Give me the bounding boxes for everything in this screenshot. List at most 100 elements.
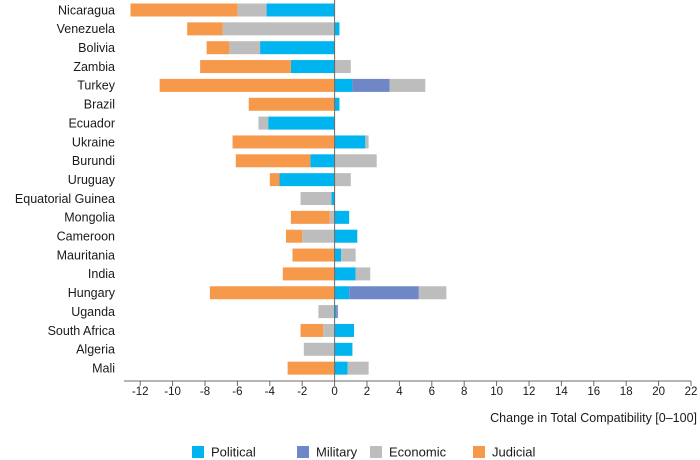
category-label: Cameroon <box>57 230 115 244</box>
category-label: Uruguay <box>68 173 116 187</box>
bar-economic-bolivia <box>229 41 261 55</box>
legend-label-military: Military <box>316 445 358 460</box>
axes-layer: -12 -10 -8 -6 -4 -2 0 2 4 6 8 10 12 14 16 18 20 22 <box>124 0 697 398</box>
bar-political-uruguay <box>279 173 335 187</box>
bar-judicial-cameroon <box>286 229 303 243</box>
bar-political-hungary <box>334 286 350 300</box>
category-label: Nicaragua <box>58 3 115 17</box>
bar-economic-zambia <box>334 60 351 74</box>
bar-economic-mali <box>347 361 369 375</box>
bar-political-mongolia <box>334 210 350 224</box>
bar-judicial-ukraine <box>232 135 335 149</box>
x-tick-label: -2 <box>297 386 307 398</box>
bar-economic-mauritania <box>341 248 356 262</box>
category-label: Hungary <box>68 286 116 300</box>
category-label: Venezuela <box>57 22 115 36</box>
x-axis-title: Change in Total Compatibility [0–100] <box>490 411 697 425</box>
bar-judicial-uruguay <box>269 173 280 187</box>
x-tick-label: 6 <box>429 386 435 398</box>
x-tick-label: 22 <box>685 386 698 398</box>
bar-political-bolivia <box>260 41 335 55</box>
bar-economic-nicaragua <box>237 3 267 17</box>
x-tick-label: 0 <box>331 386 337 398</box>
legend-label-economic: Economic <box>389 445 447 460</box>
bar-judicial-mongolia <box>290 210 330 224</box>
category-label: Uganda <box>71 305 115 319</box>
category-labels: Nicaragua Venezuela Bolivia Zambia Turkey Bra… <box>15 3 116 375</box>
category-label: Ukraine <box>72 135 115 149</box>
category-label: Mongolia <box>64 211 115 225</box>
bar-political-cameroon <box>334 229 358 243</box>
bar-economic-mongolia <box>329 210 335 224</box>
legend-label-political: Political <box>211 445 256 460</box>
bar-political-south-africa <box>334 323 355 337</box>
category-label: Ecuador <box>68 116 115 130</box>
category-label: Zambia <box>73 60 115 74</box>
category-label: South Africa <box>48 324 115 338</box>
bar-political-venezuela <box>334 22 340 36</box>
legend-swatch-military <box>297 446 309 458</box>
bar-political-equatorial-guinea <box>331 192 335 205</box>
bar-judicial-turkey <box>159 78 335 92</box>
bar-judicial-hungary <box>209 286 335 300</box>
bar-economic-turkey <box>389 78 426 92</box>
legend-swatch-political <box>192 446 204 458</box>
bar-judicial-mali <box>287 361 335 375</box>
bar-political-ecuador <box>268 116 335 130</box>
bar-economic-equatorial-guinea <box>300 192 332 205</box>
bar-judicial-bolivia <box>206 41 230 55</box>
bar-economic-ukraine <box>365 135 369 149</box>
category-label: Burundi <box>72 154 115 168</box>
bar-judicial-india <box>282 267 335 281</box>
bar-political-mauritania <box>334 248 342 262</box>
category-label: Mauritania <box>57 248 115 262</box>
x-tick-label: 20 <box>652 386 665 398</box>
bar-political-algeria <box>334 342 353 356</box>
bar-judicial-mauritania <box>292 248 335 262</box>
x-tick-label: -12 <box>132 386 149 398</box>
x-tick-label: 2 <box>364 386 370 398</box>
bar-economic-algeria <box>303 342 335 356</box>
bar-political-ukraine <box>334 135 366 149</box>
x-tick-label: 16 <box>587 386 600 398</box>
bar-economic-uruguay <box>334 173 351 187</box>
legend-swatch-economic <box>370 446 382 458</box>
x-tick-label: -10 <box>164 386 181 398</box>
bar-judicial-brazil <box>248 97 335 111</box>
category-label: India <box>88 267 115 281</box>
x-tick-label: -6 <box>232 386 242 398</box>
category-label: Bolivia <box>78 41 115 55</box>
bar-economic-burundi <box>334 154 377 168</box>
bar-economic-south-africa <box>323 323 335 337</box>
x-tick-label: 14 <box>555 386 568 398</box>
bar-military-hungary <box>349 286 419 300</box>
bar-economic-cameroon <box>302 229 335 243</box>
legend-label-judicial: Judicial <box>492 445 535 460</box>
x-tick-label: 12 <box>523 386 536 398</box>
bar-judicial-zambia <box>200 60 291 74</box>
x-tick-label: 4 <box>396 386 403 398</box>
x-tick-label: -8 <box>200 386 210 398</box>
bar-judicial-south-africa <box>300 323 324 337</box>
bar-judicial-nicaragua <box>130 3 238 17</box>
bar-political-india <box>334 267 356 281</box>
legend-swatch-judicial <box>473 446 485 458</box>
bar-political-zambia <box>290 60 335 74</box>
category-label: Brazil <box>84 98 115 112</box>
x-tick-label: 18 <box>620 386 633 398</box>
bar-political-turkey <box>334 78 353 92</box>
category-label: Turkey <box>77 79 115 93</box>
category-label: Algeria <box>76 343 115 357</box>
bar-political-brazil <box>334 97 340 111</box>
category-label: Equatorial Guinea <box>15 192 115 206</box>
bar-military-turkey <box>352 78 390 92</box>
bar-judicial-venezuela <box>187 22 223 36</box>
bar-political-mali <box>334 361 348 375</box>
bar-military-uganda <box>336 305 338 319</box>
bars-layer <box>130 3 447 375</box>
bar-political-uganda <box>334 305 337 319</box>
bar-economic-venezuela <box>222 22 335 36</box>
bar-judicial-burundi <box>235 154 311 168</box>
